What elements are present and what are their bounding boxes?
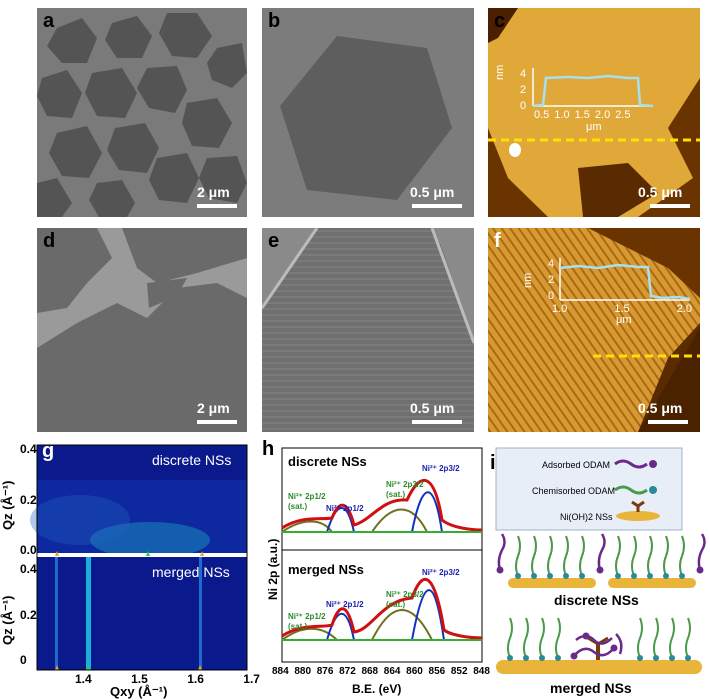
inset-xunit-f: μm <box>616 314 632 326</box>
merged-schematic <box>496 617 702 674</box>
schematic-caption-merged: merged NSs <box>550 680 632 696</box>
panel-g: g discrete NSs merged NSs 0.4 0.2 0.0 0.… <box>0 440 262 700</box>
inset-xticks-c: 0.5 1.0 1.5 2.0 2.5 <box>534 109 631 121</box>
panel-label-d: d <box>43 230 56 252</box>
xps-xlabel: B.E. (eV) <box>352 682 402 696</box>
panel-label-e: e <box>268 230 280 252</box>
panel-label-a: a <box>43 10 55 32</box>
scale-text-b: 0.5 μm <box>410 184 455 200</box>
panel-label-i: i <box>490 452 496 474</box>
panel-label-f: f <box>494 230 501 252</box>
xps-top-title: discrete NSs <box>288 454 367 469</box>
panel-h: h discrete NSs merged NSs Ni²⁺ 2p1/2 (sat… <box>262 440 490 700</box>
xps-bottom-spectrum <box>281 578 483 641</box>
gixd-ylabel-bottom: Qz (Å⁻¹) <box>0 595 15 645</box>
legend-adsorbed: Adsorbed ODAM <box>542 460 611 470</box>
sem-image-a <box>37 8 247 217</box>
panel-a: a 2 μm <box>37 8 247 217</box>
sem-image-b <box>262 8 474 217</box>
panel-label-h: h <box>262 440 275 460</box>
xps-xticks: 884 880 876 872 868 864 860 856 852 848 <box>272 666 490 677</box>
legend-substrate: Ni(OH)2 NSs <box>560 512 613 522</box>
scale-bar-c <box>650 204 690 208</box>
xps-top-spectrum <box>281 479 483 533</box>
panel-f: f nm 4 2 0 1.0 1.5 2.0 μm 0.5 μm <box>488 228 700 432</box>
inset-xticks-f: 1.0 1.5 2.0 <box>552 303 692 315</box>
afm-image-c <box>488 8 700 217</box>
scale-bar-e <box>412 420 462 424</box>
gixd-xlabel: Qxy (Å⁻¹) <box>110 684 168 699</box>
panel-label-b: b <box>268 10 281 32</box>
scale-text-d: 2 μm <box>197 400 230 416</box>
gixd-yticks-bottom: 0.4 0.2 0 <box>20 562 37 667</box>
panel-label-g: g <box>42 440 55 462</box>
xps-label-sat32-bottom: Ni²⁺ 2p3/2 (sat.) <box>386 590 424 609</box>
panel-d: d 2 μm <box>37 228 247 432</box>
height-profile-inset-f <box>559 258 691 301</box>
sem-image-e <box>262 228 474 432</box>
xps-label-sat32-top: Ni²⁺ 2p3/2 (sat.) <box>386 480 424 499</box>
scale-bar-f <box>648 420 688 424</box>
scale-text-c: 0.5 μm <box>638 184 683 200</box>
xps-label-p32-top: Ni²⁺ 2p3/2 <box>422 464 460 473</box>
inset-ylabel-c: nm <box>494 64 506 80</box>
panel-i: i <box>490 440 708 700</box>
xps-bottom-title: merged NSs <box>288 562 364 577</box>
xps-ylabel: Ni 2p (a.u.) <box>266 538 280 600</box>
xps-label-p12-bottom: Ni²⁺ 2p1/2 <box>326 600 364 609</box>
scale-text-a: 2 μm <box>197 184 230 200</box>
scale-text-f: 0.5 μm <box>638 400 683 416</box>
xps-label-p32-bottom: Ni²⁺ 2p3/2 <box>422 568 460 577</box>
xps-label-p12-top: Ni²⁺ 2p1/2 <box>326 504 364 513</box>
xps-label-sat12-top: Ni²⁺ 2p1/2 (sat.) <box>288 492 326 511</box>
inset-yticks-f: 4 2 0 <box>548 258 555 302</box>
inset-xunit-c: μm <box>586 121 602 133</box>
scale-bar-a <box>197 204 237 208</box>
panel-c: c nm 4 2 0 0.5 1.0 1.5 2.0 2.5 μm 0.5 μm <box>488 8 700 217</box>
scale-text-e: 0.5 μm <box>410 400 455 416</box>
gixd-plot <box>30 444 248 671</box>
legend-chemisorbed: Chemisorbed ODAM <box>532 486 616 496</box>
panel-label-c: c <box>494 10 506 32</box>
height-profile-inset-c <box>532 68 654 108</box>
discrete-schematic <box>496 533 706 588</box>
schematic-caption-discrete: discrete NSs <box>554 592 639 608</box>
xps-label-sat12-bottom: Ni²⁺ 2p1/2 (sat.) <box>288 612 326 631</box>
inset-ylabel-f: nm <box>522 272 534 288</box>
gixd-ylabel-top: Qz (Å⁻¹) <box>0 480 15 530</box>
gixd-bottom-title: merged NSs <box>152 564 230 580</box>
panel-b: b 0.5 μm <box>262 8 474 217</box>
gixd-yticks-top: 0.4 0.2 0.0 <box>20 442 37 557</box>
gixd-xticks: 1.4 1.5 1.6 1.7 <box>75 672 260 686</box>
scale-bar-d <box>197 420 237 424</box>
gixd-top-title: discrete NSs <box>152 452 232 468</box>
afm-image-f <box>488 228 700 432</box>
schematic-diagram <box>495 447 706 674</box>
scale-bar-b <box>412 204 462 208</box>
sem-image-d <box>37 228 247 432</box>
xps-plot <box>281 447 483 663</box>
panel-e: e 0.5 μm <box>262 228 474 432</box>
inset-yticks-c: 4 2 0 <box>520 68 527 112</box>
